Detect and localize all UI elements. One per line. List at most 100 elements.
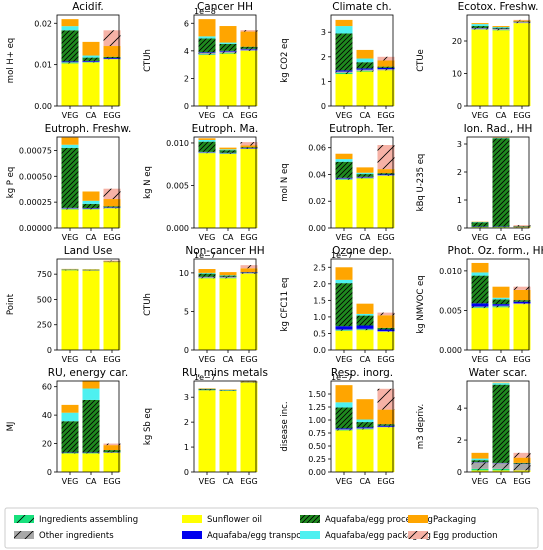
chart-panel: Resp. inorg. VEG CA EGG 0.00 0.25 0.50 0.75 1.00…: [280, 367, 395, 486]
bar-hatch-proc: [219, 275, 237, 277]
y-tick-label: 5: [184, 307, 189, 316]
bar-segment-pack: [471, 23, 489, 25]
bar-segment-pack_al: [471, 24, 489, 27]
bar-segment-sun: [103, 59, 121, 106]
bar-segment-pack: [513, 20, 531, 22]
x-tick-label: VEG: [199, 355, 216, 364]
legend-item-trans: Aquafaba/egg transport: [182, 531, 309, 541]
chart-panel: Land Use VEG CA EGG 0 250 500 750 Point: [6, 245, 121, 364]
bar-segment-pack_al: [82, 55, 100, 58]
y-tick-label: 0: [184, 346, 189, 355]
legend-swatch: [300, 531, 320, 539]
chart-panel: Eutroph. Ter. VEG CA EGG 0.00 0.02 0.04 0.06 mol…: [280, 123, 395, 242]
y-tick-label: 1.25: [308, 403, 326, 412]
chart-title: Land Use: [64, 245, 113, 257]
bar-segment-pack: [61, 404, 79, 413]
bar-hatch-oi: [377, 331, 395, 332]
bar-hatch-proc: [356, 62, 374, 69]
bar-hatch-oi: [356, 328, 374, 330]
bar-segment-sun: [335, 74, 353, 106]
bar-segment-pack_al: [335, 402, 353, 408]
bar-segment-pack: [492, 26, 510, 28]
bar-hatch-ia: [335, 330, 353, 331]
bar-hatch-egg: [513, 225, 531, 226]
bar-segment-trans: [377, 425, 395, 427]
y-axis-label: kg Sb eq: [143, 408, 153, 445]
bar-segment-pack: [103, 261, 121, 262]
bar-segment-sun: [82, 209, 100, 228]
bar-hatch-ia: [61, 62, 79, 64]
bar-segment-sun: [82, 453, 100, 472]
bar-hatch-oi: [471, 306, 489, 308]
x-tick-label: EGG: [513, 233, 530, 242]
x-tick-label: CA: [495, 111, 507, 120]
x-tick-label: EGG: [377, 111, 394, 120]
bar-segment-sun: [513, 23, 531, 106]
x-tick-label: VEG: [336, 111, 353, 120]
x-tick-label: EGG: [103, 111, 120, 120]
bar-hatch-proc: [219, 150, 237, 153]
bar-hatch-oi: [219, 277, 237, 278]
bar-hatch-proc: [103, 206, 121, 208]
bar-hatch-proc: [198, 38, 216, 53]
bar-hatch-egg: [377, 56, 395, 61]
x-tick-label: VEG: [62, 111, 79, 120]
bar-segment-sun: [492, 470, 510, 472]
y-axis-label: mol N eq: [280, 163, 290, 201]
y-tick-label: 0.00050: [19, 172, 52, 181]
bar-segment-sun: [377, 427, 395, 472]
chart-title: Ion. Rad., HH: [464, 123, 533, 135]
bar-hatch-proc: [198, 141, 216, 152]
bar-segment-pack_al: [219, 42, 237, 44]
bar-segment-trans: [103, 207, 121, 208]
x-tick-label: CA: [495, 355, 507, 364]
y-tick-label: 40: [42, 411, 52, 420]
chart-panel: Acidif. VEG CA EGG 0.00 0.01 0.02 mol H+ eq: [6, 1, 121, 120]
bar-hatch-proc: [335, 407, 353, 429]
bar-hatch-oi: [61, 208, 79, 209]
y-tick-label: 2: [321, 53, 326, 62]
bar-segment-sun: [61, 209, 79, 228]
y-tick-label: 2: [457, 168, 462, 177]
x-tick-label: VEG: [62, 233, 79, 242]
legend-label: Aquafaba/egg transport: [207, 531, 309, 541]
legend-item-ia: Ingredients assembling: [14, 515, 138, 525]
bar-hatch-proc: [356, 422, 374, 428]
bar-hatch-proc: [61, 421, 79, 453]
bar-segment-sun: [240, 148, 258, 228]
bar-hatch-oi: [335, 429, 353, 430]
bar-segment-trans: [198, 52, 216, 53]
legend-label: Ingredients assembling: [39, 515, 138, 525]
bar-segment-pack_al: [198, 36, 216, 39]
y-axis-label: kg CFC11 eq: [280, 278, 290, 332]
legend-item-sun: Sunflower oil: [182, 515, 262, 525]
bar-hatch-ia: [335, 179, 353, 180]
bar-hatch-proc: [377, 173, 395, 175]
y-axis-label: kg NMVOC eq: [416, 275, 426, 333]
bar-segment-sun: [219, 154, 237, 228]
bar-segment-trans: [61, 61, 79, 63]
y-axis-label: kBq U-235 eq: [416, 154, 426, 212]
y-tick-label: 0.00000: [19, 224, 52, 233]
plot-frame: [466, 380, 530, 473]
y-tick-label: 0.01: [34, 61, 52, 70]
y-tick-label: 20: [452, 37, 462, 46]
legend-swatch: [182, 515, 202, 523]
bar-hatch-oi: [377, 175, 395, 176]
bar-segment-sun: [198, 278, 216, 350]
x-tick-label: EGG: [377, 477, 394, 486]
chart-title: Eutroph. Freshw.: [45, 123, 132, 135]
chart-panel: Ion. Rad., HH VEG CA EGG 0 1 2 3 kBq U-235 eq: [416, 123, 532, 242]
bar-segment-trans: [335, 70, 353, 72]
bar-segment-sun: [356, 178, 374, 228]
bar-segment-sun: [198, 54, 216, 106]
bar-segment-trans: [335, 326, 353, 330]
chart-panel: Ozone dep. VEG CA EGG 0.0 0.5 1.0 1.5 2.0 2.5 kg C…: [280, 245, 395, 364]
bar-hatch-ia: [492, 306, 510, 308]
bar-hatch-proc: [471, 460, 489, 463]
y-tick-label: 250: [37, 321, 52, 330]
y-tick-label: 0.25: [308, 455, 326, 464]
bar-segment-pack: [198, 138, 216, 140]
y-tick-label: 0: [457, 102, 462, 111]
x-tick-label: EGG: [513, 111, 530, 120]
